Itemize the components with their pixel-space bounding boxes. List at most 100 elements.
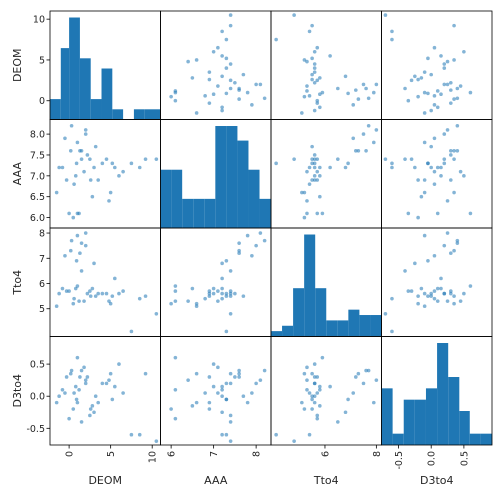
scatter-point [439,54,443,58]
scatter-point [445,128,450,132]
histogram-bar [182,198,194,228]
scatter-point [390,296,394,301]
subplot-frame [381,227,493,337]
scatter-point [435,105,440,110]
subplot-frame [49,119,161,229]
scatter-point [315,375,320,379]
scatter-point [92,261,96,266]
scatter-point [361,82,366,87]
scatter-point [307,182,312,186]
scatter-point [343,410,348,415]
scatter-point [452,157,456,161]
scatter-point [452,294,456,298]
histogram-bar [69,17,80,120]
scatter-point [57,165,61,170]
scatter-point [228,439,233,443]
scatter-point [432,296,437,301]
histogram-bar [133,109,145,120]
subplot-frame [381,119,493,229]
scatter-point [79,368,84,373]
scatter-point [356,97,361,101]
scatter-point [207,289,212,293]
scatter-point [305,211,309,216]
scatter-point [262,238,267,243]
scatter-point [194,371,199,376]
scatter-point [224,259,229,263]
scatter-point [190,76,195,80]
scatter-point [310,178,314,182]
scatter-point [315,178,320,182]
scatter-point [439,165,443,170]
scatter-point [72,391,76,395]
scatter-point [318,404,322,408]
scatter-point [216,289,220,293]
scatter-point [258,231,263,235]
scatter-point [305,199,309,203]
scatter-point [88,413,92,418]
scatter-point [274,161,278,166]
scatter-point [318,174,322,178]
histogram-bar [171,169,183,228]
scatter-point [409,78,414,83]
scatter-point [312,165,317,170]
scatter-point [403,157,407,161]
scatter-point [422,233,427,238]
scatter-point [173,416,178,421]
scatter-point [228,78,233,83]
scatter-point [241,294,246,298]
scatter-point [455,241,460,245]
scatter-point [336,420,340,424]
scatter-point [305,59,309,64]
scatter-point [442,161,447,166]
scatter-point [73,384,78,389]
x-axis-label: Tto4 [313,474,339,487]
scatter-point [468,284,473,288]
scatter-point [173,98,178,103]
scatter-point [310,23,314,28]
subplot-frame [270,336,382,446]
scatter-point [262,96,267,101]
scatter-point [79,420,84,424]
scatter-point [117,174,121,178]
scatter-point [318,92,322,97]
y-axis-label: D3to4 [11,374,24,408]
scatter-point [366,123,371,128]
y-tick-label: 8 [39,229,45,240]
scatter-point [137,432,142,437]
scatter-point [79,157,84,161]
histogram-bar [112,109,124,120]
scatter-point [100,291,105,296]
scatter-point [432,94,437,98]
scatter-point [312,381,317,386]
scatter-point [207,407,212,411]
y-tick-label: 0.5 [30,360,45,371]
scatter-point [104,381,109,386]
y-tick-label: 0 [39,96,45,107]
scatter-point [71,301,76,306]
scatter-point [426,91,430,96]
scatter-point [426,56,430,61]
scatter-point [445,231,450,235]
scatter-point [154,311,159,316]
scatter-point [220,29,224,34]
scatter-point [432,45,437,50]
scatter-point [75,233,80,238]
scatter-point [224,381,229,386]
scatter-point [237,241,241,245]
scatter-point [354,375,358,379]
scatter-point [96,178,100,182]
scatter-point [220,276,224,281]
scatter-point [220,394,224,399]
scatter-point [237,248,241,253]
scatter-point [274,432,278,437]
y-axis-label: AAA [11,162,24,186]
y-tick-label: 6 [39,279,45,290]
scatter-point [90,404,95,408]
scatter-point [100,381,105,386]
scatter-point [207,101,212,105]
histogram-bar [293,288,305,337]
scatter-point [422,304,427,309]
scatter-point [113,165,117,170]
histogram-bar [282,325,294,337]
scatter-point [90,194,95,199]
